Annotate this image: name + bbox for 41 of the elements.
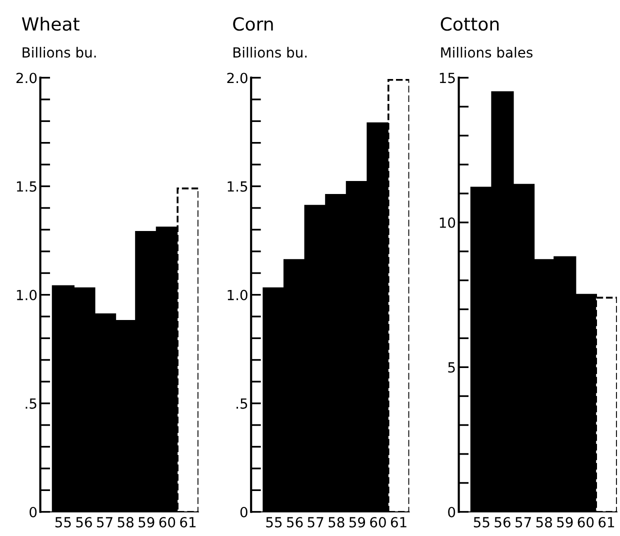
x-tick-label: 57	[97, 517, 112, 528]
y-tick-label: 1.0	[228, 290, 248, 300]
x-tick-label: 55	[55, 517, 71, 528]
x-tick-label: 60	[159, 516, 176, 528]
y-tick-label: 1.5	[16, 181, 36, 192]
y-tick-label: 5	[448, 362, 455, 373]
y-tick-label: 10	[440, 217, 456, 228]
chart-subtitle: Billions bu.	[22, 46, 96, 58]
y-tick-label: 0	[448, 506, 456, 518]
y-tick-label: .5	[26, 398, 36, 409]
chart-title: Cotton	[440, 17, 499, 31]
y-tick-label: 2.0	[16, 72, 37, 84]
x-tick-label: 56	[76, 516, 92, 528]
x-tick-label: 58	[328, 516, 344, 528]
x-tick-label: 57	[308, 517, 324, 528]
x-tick-label: 60	[578, 516, 594, 528]
x-tick-label: 56	[287, 516, 303, 528]
x-tick-label: 59	[138, 516, 154, 528]
x-tick-label: 61	[598, 516, 614, 528]
x-tick-label: 61	[180, 516, 196, 528]
chart-title: Wheat	[22, 16, 80, 31]
x-tick-label: 55	[266, 517, 282, 528]
y-tick-label: .5	[236, 398, 248, 409]
x-tick-label: 61	[390, 516, 406, 528]
x-tick-label: 60	[370, 516, 386, 528]
y-tick-label: 1.0	[16, 290, 37, 300]
x-tick-label: 55	[474, 517, 490, 528]
x-tick-label: 59	[557, 516, 573, 528]
y-tick-label: 15	[440, 72, 455, 84]
x-tick-label: 56	[494, 516, 510, 528]
x-tick-label: 58	[118, 516, 134, 528]
chart-subtitle: Billions bu.	[233, 46, 307, 58]
x-tick-label: 58	[536, 516, 552, 528]
chart-subtitle: Millions bales	[441, 46, 532, 58]
y-tick-label: 0	[240, 506, 248, 518]
y-tick-label: 0	[30, 506, 37, 518]
x-tick-label: 57	[516, 517, 531, 528]
x-tick-label: 59	[349, 516, 366, 528]
y-tick-label: 1.5	[228, 181, 248, 192]
chart-title: Corn	[233, 17, 273, 31]
y-tick-label: 2.0	[227, 72, 248, 84]
